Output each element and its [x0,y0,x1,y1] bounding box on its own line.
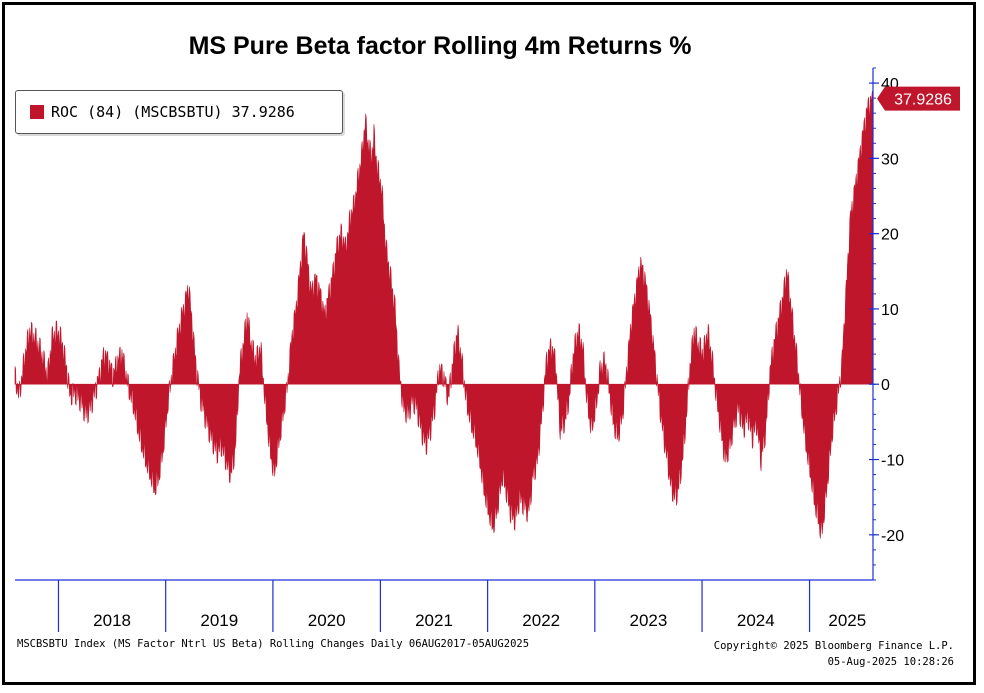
y-tick-label: -20 [881,528,904,545]
x-year-label: 2018 [93,611,131,630]
x-year-label: 2022 [522,611,560,630]
legend-swatch [30,105,44,119]
chart-title: MS Pure Beta factor Rolling 4m Returns % [188,32,692,60]
chart-legend: ROC (84) (MSCBSBTU) 37.9286 [15,90,343,134]
y-tick-label: 20 [881,227,899,244]
last-value-tag [877,86,960,111]
x-year-label: 2025 [828,611,866,630]
last-value-label: 37.9286 [894,92,952,109]
y-tick-label: -10 [881,453,904,470]
x-year-label: 2024 [737,611,775,630]
x-year-label: 2023 [630,611,668,630]
x-year-label: 2020 [308,611,346,630]
footer-source: MSCBSBTU Index (MS Factor Ntrl US Beta) … [17,638,530,650]
footer-right: Copyright© 2025 Bloomberg Finance L.P. 0… [714,638,954,670]
y-tick-label: 0 [881,377,890,394]
footer-timestamp: 05-Aug-2025 10:28:26 [827,656,954,668]
footer-copyright: Copyright© 2025 Bloomberg Finance L.P. [713,640,954,652]
series-bars [14,90,874,539]
x-year-label: 2019 [200,611,238,630]
x-year-label: 2021 [415,611,453,630]
legend-label: ROC (84) (MSCBSBTU) 37.9286 [51,103,295,121]
y-tick-label: 30 [881,151,899,168]
y-tick-label: 10 [881,302,899,319]
